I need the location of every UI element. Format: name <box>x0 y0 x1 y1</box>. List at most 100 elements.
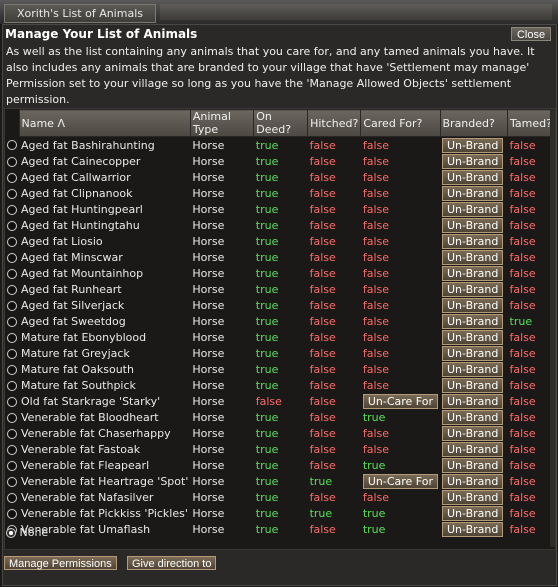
un-brand-button[interactable]: Un-Brand <box>442 297 504 313</box>
table-row[interactable]: Aged fat Cainecopper Horse true false false U… <box>5 153 555 169</box>
table-row[interactable]: Aged fat Clipnanook Horse true false false Un… <box>5 185 555 201</box>
row-radio[interactable] <box>7 332 17 343</box>
un-brand-button[interactable]: Un-Brand <box>442 505 504 521</box>
row-select-cell[interactable] <box>5 457 19 473</box>
column-header-on-deed[interactable]: On Deed? <box>253 109 309 137</box>
row-radio[interactable] <box>7 364 17 375</box>
row-radio[interactable] <box>7 300 17 311</box>
row-select-cell[interactable] <box>5 473 19 489</box>
table-row[interactable]: Venerable fat Fleapearl Horse true false tru… <box>5 457 555 473</box>
row-radio[interactable] <box>7 252 17 263</box>
scrollbar[interactable] <box>550 109 555 547</box>
un-brand-button[interactable]: Un-Brand <box>442 457 504 473</box>
row-radio[interactable] <box>7 188 17 199</box>
un-brand-button[interactable]: Un-Brand <box>442 377 504 393</box>
row-radio[interactable] <box>7 444 17 455</box>
row-select-cell[interactable] <box>5 313 19 329</box>
table-row[interactable]: Venerable fat Nafasilver Horse true false fa… <box>5 489 555 505</box>
row-radio[interactable] <box>7 172 17 183</box>
row-select-cell[interactable] <box>5 329 19 345</box>
row-radio[interactable] <box>7 412 17 423</box>
column-header-name[interactable]: Name Λ <box>18 109 191 137</box>
table-row[interactable]: Venerable fat Pickkiss 'Pickles' Horse tru… <box>5 505 555 521</box>
row-select-cell[interactable] <box>5 265 19 281</box>
row-select-cell[interactable] <box>5 249 19 265</box>
table-row[interactable]: Mature fat Oaksouth Horse true false false Un… <box>5 361 555 377</box>
column-header-tamed[interactable]: Tamed? <box>507 109 555 137</box>
table-row[interactable]: Mature fat Greyjack Horse true false false Un… <box>5 345 555 361</box>
un-brand-button[interactable]: Un-Brand <box>442 169 504 185</box>
row-radio[interactable] <box>7 508 17 519</box>
table-row[interactable]: Aged fat Minscwar Horse true false false Un-B… <box>5 249 555 265</box>
row-select-cell[interactable] <box>5 201 19 217</box>
un-brand-button[interactable]: Un-Brand <box>442 265 504 281</box>
un-brand-button[interactable]: Un-Brand <box>442 249 504 265</box>
table-row[interactable]: Old fat Starkrage 'Starky' Horse false fals… <box>5 393 555 409</box>
radio-none[interactable] <box>6 528 16 538</box>
row-select-cell[interactable] <box>5 217 19 233</box>
row-radio[interactable] <box>7 492 17 503</box>
row-radio[interactable] <box>7 396 17 407</box>
table-row[interactable]: Aged fat Huntingtahu Horse true false false U… <box>5 217 555 233</box>
close-button[interactable]: Close <box>511 27 551 41</box>
table-row[interactable]: Aged fat Callwarrior Horse true false false U… <box>5 169 555 185</box>
row-select-cell[interactable] <box>5 281 19 297</box>
row-select-cell[interactable] <box>5 441 19 457</box>
row-radio[interactable] <box>7 316 17 327</box>
row-select-cell[interactable] <box>5 233 19 249</box>
table-row[interactable]: Venerable fat Heartrage 'Spot' Horse true t… <box>5 473 555 489</box>
row-select-cell[interactable] <box>5 137 19 154</box>
row-select-cell[interactable] <box>5 489 19 505</box>
un-brand-button[interactable]: Un-Brand <box>442 409 504 425</box>
un-brand-button[interactable]: Un-Brand <box>442 361 504 377</box>
row-radio[interactable] <box>7 428 17 439</box>
row-select-cell[interactable] <box>5 169 19 185</box>
row-select-cell[interactable] <box>5 153 19 169</box>
row-radio[interactable] <box>7 460 17 471</box>
table-row[interactable]: Aged fat Huntingpearl Horse true false false… <box>5 201 555 217</box>
row-radio[interactable] <box>7 284 17 295</box>
row-select-cell[interactable] <box>5 297 19 313</box>
table-row[interactable]: Aged fat Sweetdog Horse true false false Un-B… <box>5 313 555 329</box>
table-row[interactable]: Aged fat Runheart Horse true false false Un-B… <box>5 281 555 297</box>
row-select-cell[interactable] <box>5 409 19 425</box>
table-row[interactable]: Venerable fat Umaflash Horse true false true… <box>5 521 555 537</box>
un-brand-button[interactable]: Un-Brand <box>442 329 504 345</box>
table-row[interactable]: Aged fat Mountainhop Horse true false false U… <box>5 265 555 281</box>
column-header-branded[interactable]: Branded? <box>439 109 509 137</box>
row-radio[interactable] <box>7 220 17 231</box>
un-brand-button[interactable]: Un-Brand <box>442 489 504 505</box>
un-brand-button[interactable]: Un-Brand <box>442 521 504 537</box>
row-radio[interactable] <box>7 268 17 279</box>
row-radio[interactable] <box>7 236 17 247</box>
table-row[interactable]: Venerable fat Chaserhappy Horse true false f… <box>5 425 555 441</box>
row-radio[interactable] <box>7 156 17 167</box>
row-radio[interactable] <box>7 380 17 391</box>
row-radio[interactable] <box>7 476 17 487</box>
un-brand-button[interactable]: Un-Brand <box>442 217 504 233</box>
row-select-cell[interactable] <box>5 361 19 377</box>
un-brand-button[interactable]: Un-Brand <box>442 153 504 169</box>
table-row[interactable]: Aged fat Liosio Horse true false false Un-Bra… <box>5 233 555 249</box>
row-select-cell[interactable] <box>5 185 19 201</box>
un-brand-button[interactable]: Un-Brand <box>442 393 504 409</box>
row-select-cell[interactable] <box>5 345 19 361</box>
row-select-cell[interactable] <box>5 505 19 521</box>
row-select-cell[interactable] <box>5 393 19 409</box>
table-row[interactable]: Venerable fat Bloodheart Horse true false tr… <box>5 409 555 425</box>
un-care-for-button[interactable]: Un-Care For <box>362 393 438 409</box>
manage-permissions-button[interactable]: Manage Permissions <box>4 556 117 570</box>
un-brand-button[interactable]: Un-Brand <box>442 313 504 329</box>
un-brand-button[interactable]: Un-Brand <box>442 425 504 441</box>
table-row[interactable]: Venerable fat Fastoak Horse true false false… <box>5 441 555 457</box>
column-header-animal-type[interactable]: Animal Type <box>189 109 255 137</box>
un-brand-button[interactable]: Un-Brand <box>442 201 504 217</box>
un-brand-button[interactable]: Un-Brand <box>442 233 504 249</box>
un-brand-button[interactable]: Un-Brand <box>442 441 504 457</box>
column-header-cared-for[interactable]: Cared For? <box>360 109 441 137</box>
row-radio[interactable] <box>7 348 17 359</box>
row-select-cell[interactable] <box>5 425 19 441</box>
column-header-hitched[interactable]: Hitched? <box>307 109 362 137</box>
row-radio[interactable] <box>7 140 17 151</box>
un-brand-button[interactable]: Un-Brand <box>442 137 504 153</box>
